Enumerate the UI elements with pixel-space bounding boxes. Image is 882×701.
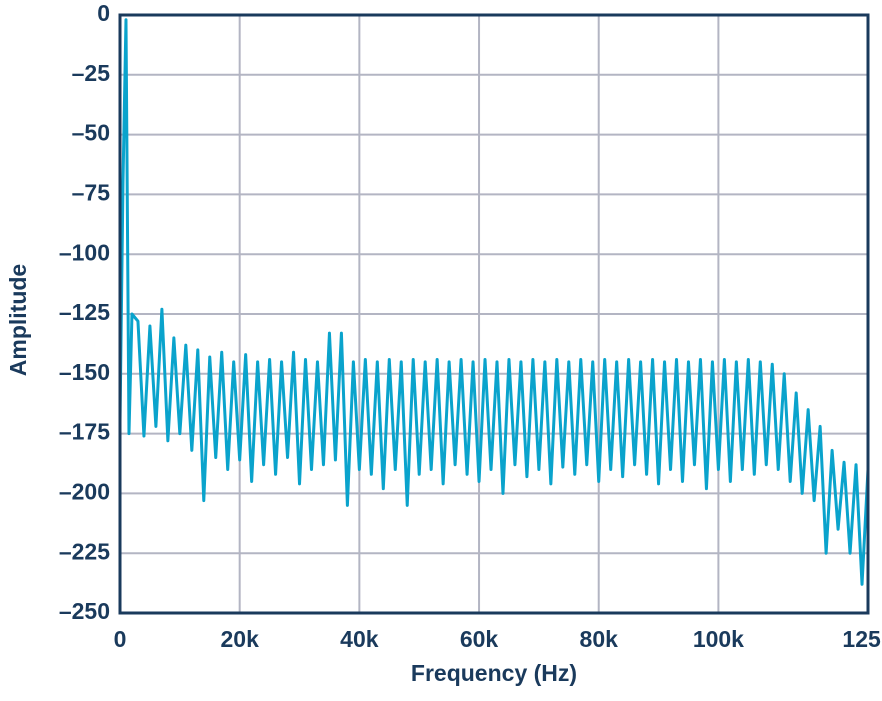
y-tick-label: –75 [72, 179, 111, 205]
data-layer [118, 18, 870, 586]
grid [119, 14, 869, 614]
y-tick-label: –50 [72, 120, 110, 146]
x-tick-label: 100k [693, 626, 744, 652]
y-tick-label: –225 [59, 538, 110, 564]
y-tick-label: –150 [59, 359, 110, 385]
y-tick-label: –175 [59, 419, 110, 445]
plot-frame [118, 13, 870, 615]
x-tick-label: 60k [460, 626, 499, 652]
x-tick-label: 80k [580, 626, 619, 652]
x-tick-label: 125k [842, 626, 882, 652]
y-tick-label: –250 [59, 598, 110, 624]
y-axis-label: Amplitude [5, 264, 31, 376]
y-tick-label: –200 [59, 478, 110, 504]
y-tick-label: 0 [97, 0, 110, 26]
y-tick-label: –125 [59, 299, 110, 325]
y-tick-label: –25 [72, 60, 111, 86]
x-tick-label: 40k [340, 626, 379, 652]
x-axis-label: Frequency (Hz) [411, 660, 577, 686]
x-tick-label: 0 [114, 626, 127, 652]
y-tick-label: –100 [59, 239, 110, 265]
spectrum-line [118, 18, 870, 586]
x-tick-label: 20k [220, 626, 259, 652]
